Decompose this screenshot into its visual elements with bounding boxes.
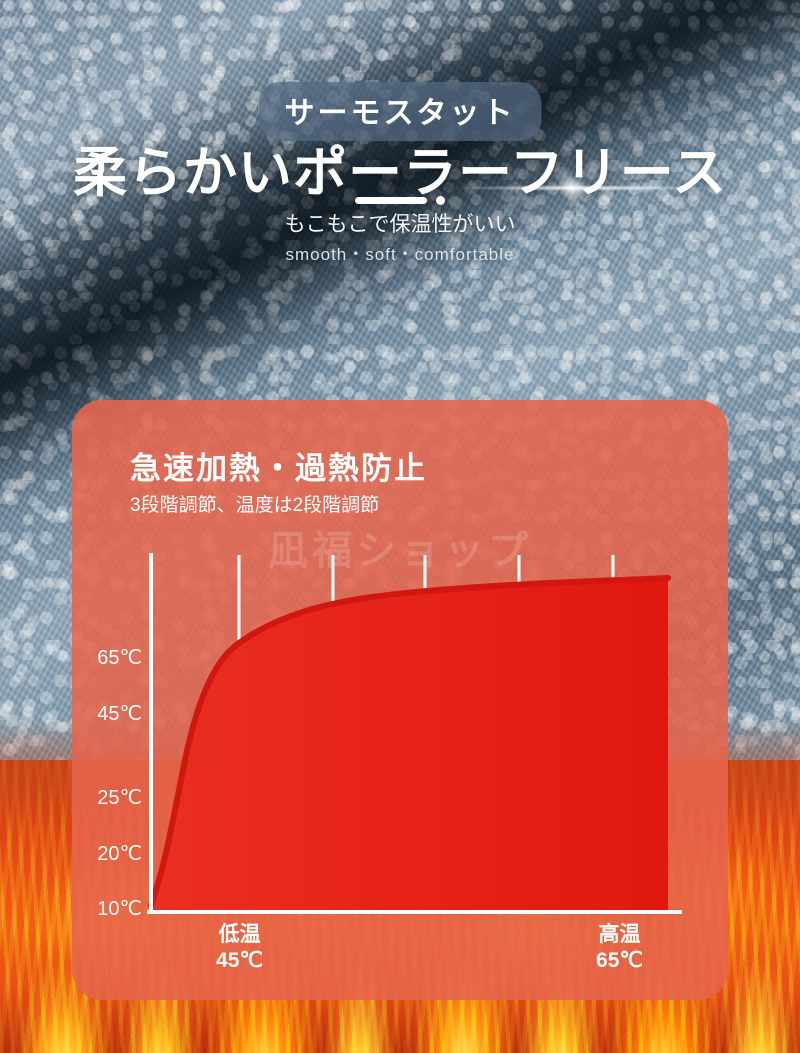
- hero-subtitle-jp: もこもこで保温性がいい: [284, 213, 516, 236]
- hero-badge: サーモスタット: [258, 82, 542, 141]
- y-tick-label-10: 10℃: [97, 898, 142, 920]
- temperature-chart: 65℃ 45℃ 25℃ 20℃ 10℃ 低温 45℃ 高温 65℃: [72, 400, 728, 1000]
- y-tick-label-65: 65℃: [97, 647, 142, 669]
- hero-divider: [355, 196, 445, 205]
- x-tick-low-value: 45℃: [216, 949, 263, 973]
- x-tick-low-title: 低温: [218, 923, 261, 946]
- x-tick-high-value: 65℃: [596, 949, 643, 973]
- divider-dot-icon: [436, 196, 445, 205]
- y-tick-label-25: 25℃: [97, 787, 142, 809]
- y-tick-label-20: 20℃: [97, 843, 142, 865]
- y-tick-label-45: 45℃: [97, 703, 142, 725]
- chart-area-fill: [151, 578, 668, 912]
- x-tick-label-low: 低温 45℃: [182, 922, 297, 975]
- x-tick-label-high: 高温 65℃: [562, 922, 677, 975]
- card-subtitle: 3段階調節、温度は2段階調節: [130, 495, 380, 516]
- hero-section: サーモスタット 柔らかいポーラーフリース もこもこで保温性がいい smooth・…: [0, 0, 800, 400]
- card-title: 急速加熱・過熱防止: [130, 451, 427, 486]
- x-tick-high-title: 高温: [598, 923, 641, 946]
- divider-bar: [355, 197, 427, 204]
- feature-card: 急速加熱・過熱防止 3段階調節、温度は2段階調節 凪福ショップ: [72, 400, 728, 1000]
- chart-svg: [147, 553, 682, 914]
- chart-axes: [147, 553, 682, 914]
- chart-curve-line: [148, 575, 671, 908]
- hero-subtitle-en: smooth・soft・comfortable: [285, 245, 515, 264]
